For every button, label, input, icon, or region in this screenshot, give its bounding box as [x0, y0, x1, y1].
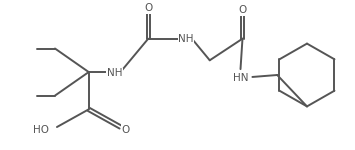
Text: HN: HN: [233, 73, 248, 83]
Text: O: O: [144, 3, 152, 13]
Text: O: O: [238, 5, 247, 15]
Text: NH: NH: [107, 68, 122, 78]
Text: NH: NH: [178, 34, 194, 44]
Text: O: O: [121, 125, 130, 135]
Text: HO: HO: [33, 125, 49, 135]
